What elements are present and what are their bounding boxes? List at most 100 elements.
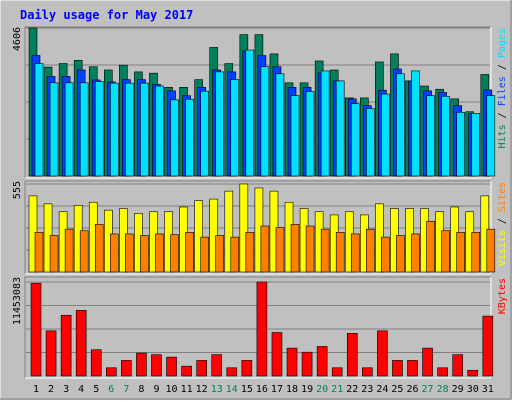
kbytes-bar-day-10 — [166, 356, 177, 377]
sites-bar-day-28 — [441, 230, 450, 273]
x-tick-label-day-2: 2 — [48, 384, 54, 395]
pages-bar-day-12 — [200, 90, 209, 177]
pages-bar-day-10 — [170, 99, 179, 177]
sites-bar-day-16 — [260, 225, 270, 273]
x-tick-label-day-8: 8 — [138, 384, 144, 395]
sites-bar-day-25 — [396, 235, 405, 273]
pages-bar-day-1 — [34, 63, 44, 177]
sites-bar-day-15 — [245, 232, 255, 273]
x-tick-label-day-26: 26 — [406, 384, 418, 395]
pages-bar-day-8 — [140, 82, 149, 177]
kbytes-bar-day-9 — [151, 354, 162, 377]
x-tick-label-day-30: 30 — [467, 384, 479, 395]
kbytes-bar-day-28 — [437, 367, 448, 377]
kbytes-bar-day-15 — [241, 360, 253, 377]
sites-bar-day-31 — [486, 228, 496, 273]
legend- /: / — [497, 106, 508, 124]
pages-bar-day-28 — [441, 96, 450, 177]
pages-bar-day-2 — [49, 82, 59, 177]
sites-bar-day-17 — [275, 227, 285, 273]
sites-bar-day-23 — [366, 228, 375, 273]
x-tick-label-day-22: 22 — [346, 384, 358, 395]
x-tick-label-day-11: 11 — [181, 384, 193, 395]
sites-bar-day-22 — [350, 233, 360, 273]
kbytes-bar-day-6 — [106, 367, 117, 377]
sites-bar-day-24 — [381, 236, 390, 273]
sites-bar-day-26 — [411, 233, 420, 273]
pages-bar-day-25 — [396, 73, 405, 177]
pages-bar-day-31 — [486, 95, 496, 177]
x-tick-label-day-20: 20 — [316, 384, 328, 395]
x-tick-label-day-5: 5 — [93, 384, 99, 395]
x-tick-label-day-17: 17 — [271, 384, 283, 395]
sites-bar-day-5 — [94, 224, 104, 273]
x-axis-day-labels: 1 2 3 4 5 6 7 8 9 10 11 12 13 14 15 16 17 18 19 20 21 22 23 24 2… — [33, 384, 494, 395]
x-tick-label-day-24: 24 — [376, 384, 388, 395]
x-tick-label-day-12: 12 — [196, 384, 208, 395]
legend-panel-1: Hits / Files / Pages — [497, 28, 508, 148]
kbytes-bar-day-25 — [392, 360, 403, 377]
legend-pages: Pages — [497, 28, 508, 58]
sites-bar-day-1 — [34, 232, 44, 273]
pages-bar-day-30 — [471, 113, 481, 177]
visits-bar-day-15 — [239, 183, 249, 273]
x-tick-label-day-18: 18 — [286, 384, 298, 395]
y-axis-max-label: 555 — [12, 181, 23, 199]
x-tick-label-day-28: 28 — [437, 384, 449, 395]
sites-bar-day-10 — [170, 234, 179, 273]
sites-bar-day-12 — [200, 236, 209, 273]
y-axis-max-label: 4606 — [12, 27, 23, 51]
pages-bar-day-14 — [230, 79, 240, 177]
x-tick-label-day-1: 1 — [33, 384, 39, 395]
x-tick-label-day-21: 21 — [331, 384, 343, 395]
x-tick-label-day-4: 4 — [78, 384, 84, 395]
legend-panel-2: Visits / Sites — [497, 182, 508, 266]
x-tick-label-day-3: 3 — [63, 384, 69, 395]
x-tick-label-day-6: 6 — [108, 384, 114, 395]
pages-bar-day-7 — [125, 82, 134, 177]
pages-bar-day-9 — [155, 85, 164, 177]
x-tick-label-day-15: 15 — [241, 384, 253, 395]
pages-bar-day-19 — [305, 91, 315, 177]
sites-bar-day-4 — [79, 230, 89, 273]
legend-files: Files — [497, 76, 508, 106]
pages-bar-day-20 — [320, 70, 330, 177]
pages-bar-day-29 — [456, 112, 465, 177]
sites-bar-day-2 — [49, 235, 59, 273]
pages-bar-day-15 — [245, 49, 255, 177]
kbytes-bar-day-17 — [271, 332, 283, 377]
x-tick-label-day-27: 27 — [422, 384, 434, 395]
chart-title: Daily usage for May 2017 — [20, 8, 193, 22]
kbytes-bar-day-3 — [60, 314, 72, 377]
x-tick-label-day-23: 23 — [361, 384, 373, 395]
sites-bar-day-21 — [335, 232, 345, 273]
pages-bar-day-4 — [79, 82, 89, 177]
x-tick-label-day-14: 14 — [226, 384, 238, 395]
panel-2: 555 Visits / Sites — [12, 180, 508, 275]
kbytes-bar-day-14 — [226, 367, 238, 377]
kbytes-bar-day-27 — [422, 347, 433, 377]
legend-kbytes: KBytes — [497, 278, 508, 314]
kbytes-bar-day-22 — [346, 333, 358, 377]
sites-bar-day-8 — [140, 235, 149, 273]
sites-bar-day-11 — [185, 232, 194, 273]
x-tick-label-day-10: 10 — [166, 384, 178, 395]
kbytes-bar-day-12 — [196, 360, 207, 377]
sites-bar-day-6 — [110, 233, 119, 273]
pages-bar-day-17 — [275, 73, 285, 177]
sites-bar-day-3 — [64, 228, 74, 273]
chart-panels: 4606 Hits / Files / Pages 555 Visits / Site… — [12, 26, 508, 379]
kbytes-bar-day-7 — [121, 360, 132, 377]
y-axis-max-label: 11453083 — [12, 277, 23, 325]
pages-bar-day-21 — [335, 80, 345, 177]
visits-bar-day-14 — [224, 190, 234, 273]
x-tick-label-day-29: 29 — [452, 384, 464, 395]
kbytes-bar-day-16 — [256, 281, 268, 377]
x-tick-label-day-13: 13 — [211, 384, 223, 395]
x-tick-label-day-25: 25 — [391, 384, 403, 395]
sites-bar-day-9 — [155, 233, 164, 273]
kbytes-bar-day-23 — [362, 367, 373, 377]
legend- /: / — [497, 212, 508, 230]
